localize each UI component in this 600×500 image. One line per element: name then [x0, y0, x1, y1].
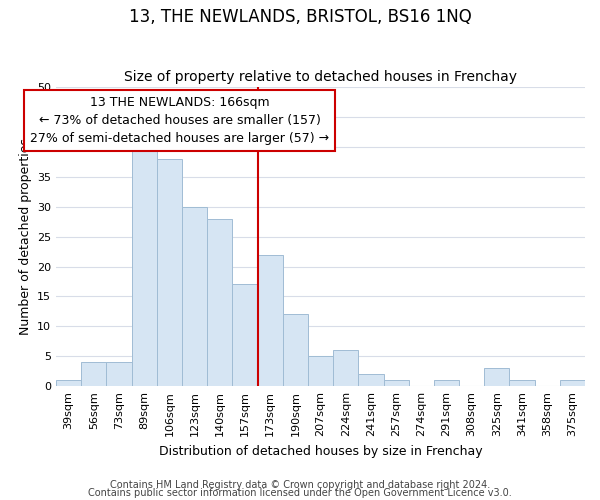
Bar: [182, 206, 207, 386]
Y-axis label: Number of detached properties: Number of detached properties: [19, 138, 32, 335]
Bar: [358, 374, 383, 386]
Bar: [283, 314, 308, 386]
Title: Size of property relative to detached houses in Frenchay: Size of property relative to detached ho…: [124, 70, 517, 85]
Text: Contains public sector information licensed under the Open Government Licence v3: Contains public sector information licen…: [88, 488, 512, 498]
Bar: [157, 159, 182, 386]
Bar: [434, 380, 459, 386]
Bar: [81, 362, 106, 386]
Bar: [207, 218, 232, 386]
Text: 13 THE NEWLANDS: 166sqm
← 73% of detached houses are smaller (157)
27% of semi-d: 13 THE NEWLANDS: 166sqm ← 73% of detache…: [30, 96, 329, 145]
Text: 13, THE NEWLANDS, BRISTOL, BS16 1NQ: 13, THE NEWLANDS, BRISTOL, BS16 1NQ: [128, 8, 472, 26]
Bar: [257, 254, 283, 386]
Bar: [484, 368, 509, 386]
Bar: [383, 380, 409, 386]
Bar: [333, 350, 358, 386]
Bar: [131, 141, 157, 386]
Bar: [560, 380, 585, 386]
X-axis label: Distribution of detached houses by size in Frenchay: Distribution of detached houses by size …: [159, 444, 482, 458]
Bar: [106, 362, 131, 386]
Bar: [56, 380, 81, 386]
Bar: [308, 356, 333, 386]
Text: Contains HM Land Registry data © Crown copyright and database right 2024.: Contains HM Land Registry data © Crown c…: [110, 480, 490, 490]
Bar: [509, 380, 535, 386]
Bar: [232, 284, 257, 386]
